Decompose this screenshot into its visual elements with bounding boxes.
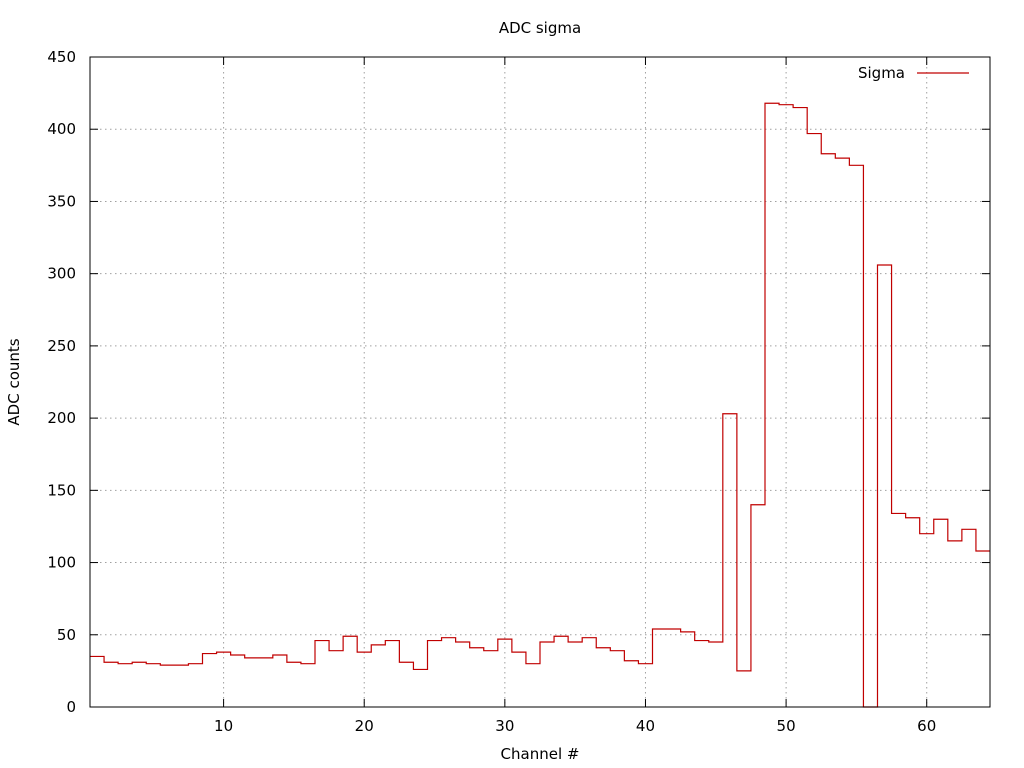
y-tick-label: 150 bbox=[47, 481, 76, 499]
legend: Sigma bbox=[858, 64, 969, 82]
y-axis-label: ADC counts bbox=[5, 338, 23, 425]
y-tick-label: 200 bbox=[47, 409, 76, 427]
grid bbox=[90, 57, 990, 707]
x-tick-label: 40 bbox=[636, 717, 655, 735]
y-tick-label: 350 bbox=[47, 192, 76, 210]
x-tick-label: 50 bbox=[777, 717, 796, 735]
y-tick-label: 0 bbox=[66, 698, 76, 716]
x-axis-label: Channel # bbox=[501, 745, 580, 763]
x-tick-label: 20 bbox=[355, 717, 374, 735]
x-tick-label: 30 bbox=[495, 717, 514, 735]
x-tick-label: 60 bbox=[917, 717, 936, 735]
y-tick-label: 400 bbox=[47, 120, 76, 138]
y-tick-label: 300 bbox=[47, 265, 76, 283]
series-layer bbox=[90, 102, 990, 708]
x-tick-label: 10 bbox=[214, 717, 233, 735]
tick-labels: 0 50 100 150 200 250 300 350 400 450 10 20 30 40 50 60 bbox=[47, 48, 936, 735]
y-tick-label: 100 bbox=[47, 554, 76, 572]
series-line-sigma bbox=[90, 102, 990, 708]
y-tick-label: 250 bbox=[47, 337, 76, 355]
y-tick-label: 450 bbox=[47, 48, 76, 66]
chart-title: ADC sigma bbox=[499, 19, 581, 37]
legend-label-sigma: Sigma bbox=[858, 64, 905, 82]
plot-frame bbox=[89, 56, 991, 708]
y-tick-label: 50 bbox=[57, 626, 76, 644]
